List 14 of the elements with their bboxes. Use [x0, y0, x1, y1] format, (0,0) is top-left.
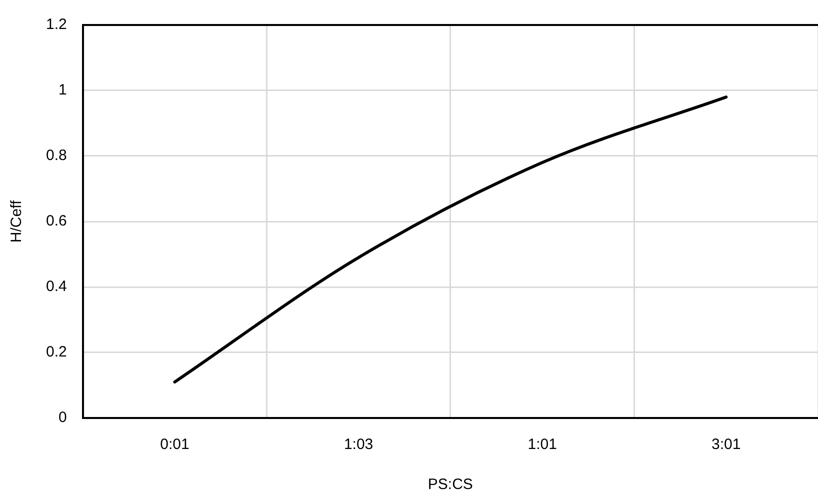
y-tick-label: 0.4: [46, 278, 67, 296]
y-tick-label: 0.2: [46, 344, 67, 361]
y-tick-label: 0.6: [46, 212, 67, 230]
y-tick-label: 1: [58, 82, 67, 99]
line-series: [173, 96, 728, 384]
x-axis-title: PS:CS: [428, 476, 473, 494]
y-tick-label: 0: [58, 409, 67, 426]
x-tick-label: 1:03: [344, 436, 374, 454]
x-tick-label: 0:01: [160, 436, 190, 454]
y-tick-label: 0.8: [46, 147, 67, 164]
x-tick-label: 3:01: [712, 436, 741, 454]
y-tick-label: 1.2: [46, 16, 67, 34]
x-tick-label: 1:01: [528, 436, 557, 454]
y-axis-title: H/Ceff: [8, 200, 26, 243]
